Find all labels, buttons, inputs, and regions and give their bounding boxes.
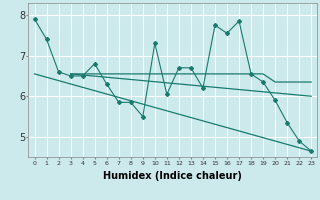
X-axis label: Humidex (Indice chaleur): Humidex (Indice chaleur): [103, 171, 242, 181]
